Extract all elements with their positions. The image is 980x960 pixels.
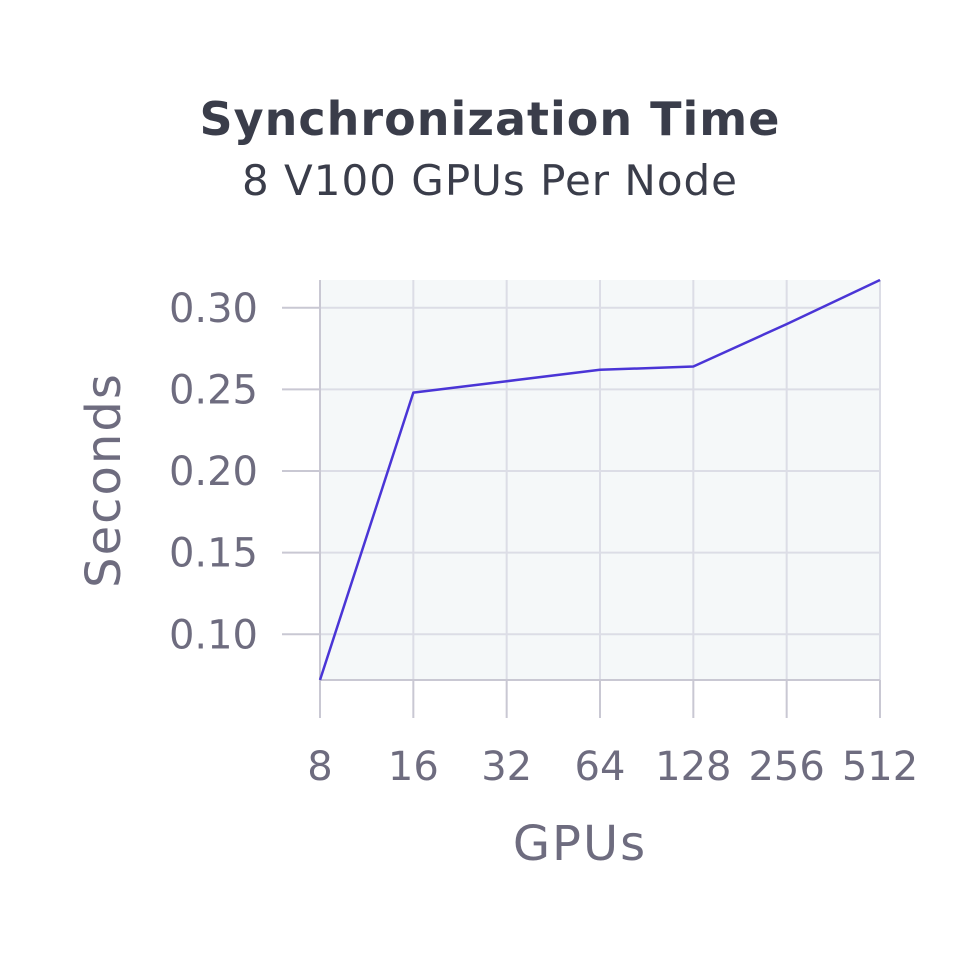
x-tick-label: 512 xyxy=(842,744,918,790)
series-line xyxy=(318,278,881,681)
chart-subtitle: 8 V100 GPUs Per Node xyxy=(241,156,739,205)
y-axis-label: Seconds xyxy=(76,372,132,588)
grid xyxy=(319,280,881,680)
x-tick-label: 32 xyxy=(481,744,532,790)
tick-labels: 8 16 32 64 128 256 512 0.10 0.15 0.20 0.25 0.30 xyxy=(169,286,918,790)
y-tick-label: 0.10 xyxy=(169,612,258,658)
series-group xyxy=(318,278,881,681)
x-tick-label: 8 xyxy=(307,744,332,790)
x-tick-label: 128 xyxy=(655,744,731,790)
y-tick-label: 0.30 xyxy=(169,286,258,332)
x-axis-label: GPUs xyxy=(513,816,647,872)
y-tick-label: 0.25 xyxy=(169,367,258,413)
axes xyxy=(282,280,881,718)
y-tick-label: 0.15 xyxy=(169,531,258,577)
x-tick-label: 256 xyxy=(748,744,824,790)
x-tick-label: 16 xyxy=(388,744,439,790)
x-tick-label: 64 xyxy=(575,744,626,790)
chart-title: Synchronization Time xyxy=(199,92,781,146)
y-tick-label: 0.20 xyxy=(169,449,258,495)
